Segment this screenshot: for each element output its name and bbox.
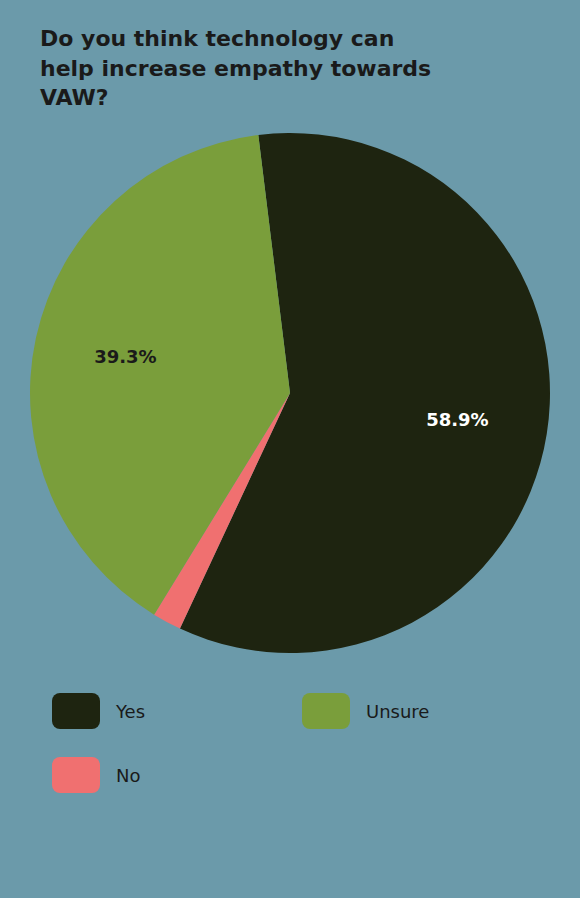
html-text:Do you think technology can he: Do you think technology can help increas… — [40, 26, 432, 111]
html-text:Unsure: Unsure — [366, 700, 430, 722]
svg-text:58.9%: 58.9% — [426, 409, 488, 430]
html-text:Yes: Yes — [116, 700, 146, 722]
html-text:No: No — [116, 764, 141, 786]
svg-text:39.3%: 39.3% — [94, 346, 156, 367]
